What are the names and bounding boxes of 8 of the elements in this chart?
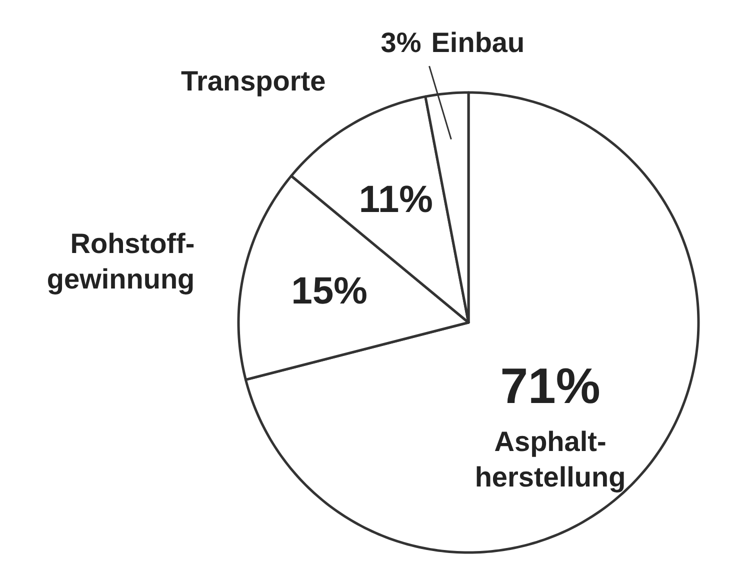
slice-label: Einbau <box>431 27 525 58</box>
slice-label: Transporte <box>180 65 326 96</box>
slice-label: Asphalt- herstellung <box>474 426 626 493</box>
data-label: 11% <box>358 178 433 221</box>
data-label: 15% <box>291 270 368 312</box>
slice-label: Rohstoff- gewinnung <box>46 228 195 295</box>
data-label: 3% <box>380 27 422 58</box>
data-label: 71% <box>500 358 600 414</box>
